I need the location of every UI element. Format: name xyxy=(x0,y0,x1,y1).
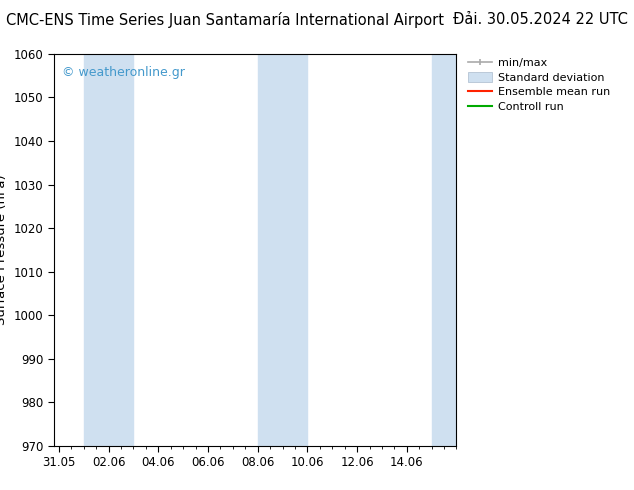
Bar xyxy=(432,54,456,446)
Text: © weatheronline.gr: © weatheronline.gr xyxy=(62,66,185,79)
Text: Đải. 30.05.2024 22 UTC: Đải. 30.05.2024 22 UTC xyxy=(453,12,628,27)
Text: CMC-ENS Time Series Juan Santamaría International Airport: CMC-ENS Time Series Juan Santamaría Inte… xyxy=(6,12,444,28)
Legend: min/max, Standard deviation, Ensemble mean run, Controll run: min/max, Standard deviation, Ensemble me… xyxy=(465,54,614,115)
Y-axis label: Surface Pressure (hPa): Surface Pressure (hPa) xyxy=(0,174,8,325)
Bar xyxy=(257,54,307,446)
Bar xyxy=(84,54,133,446)
